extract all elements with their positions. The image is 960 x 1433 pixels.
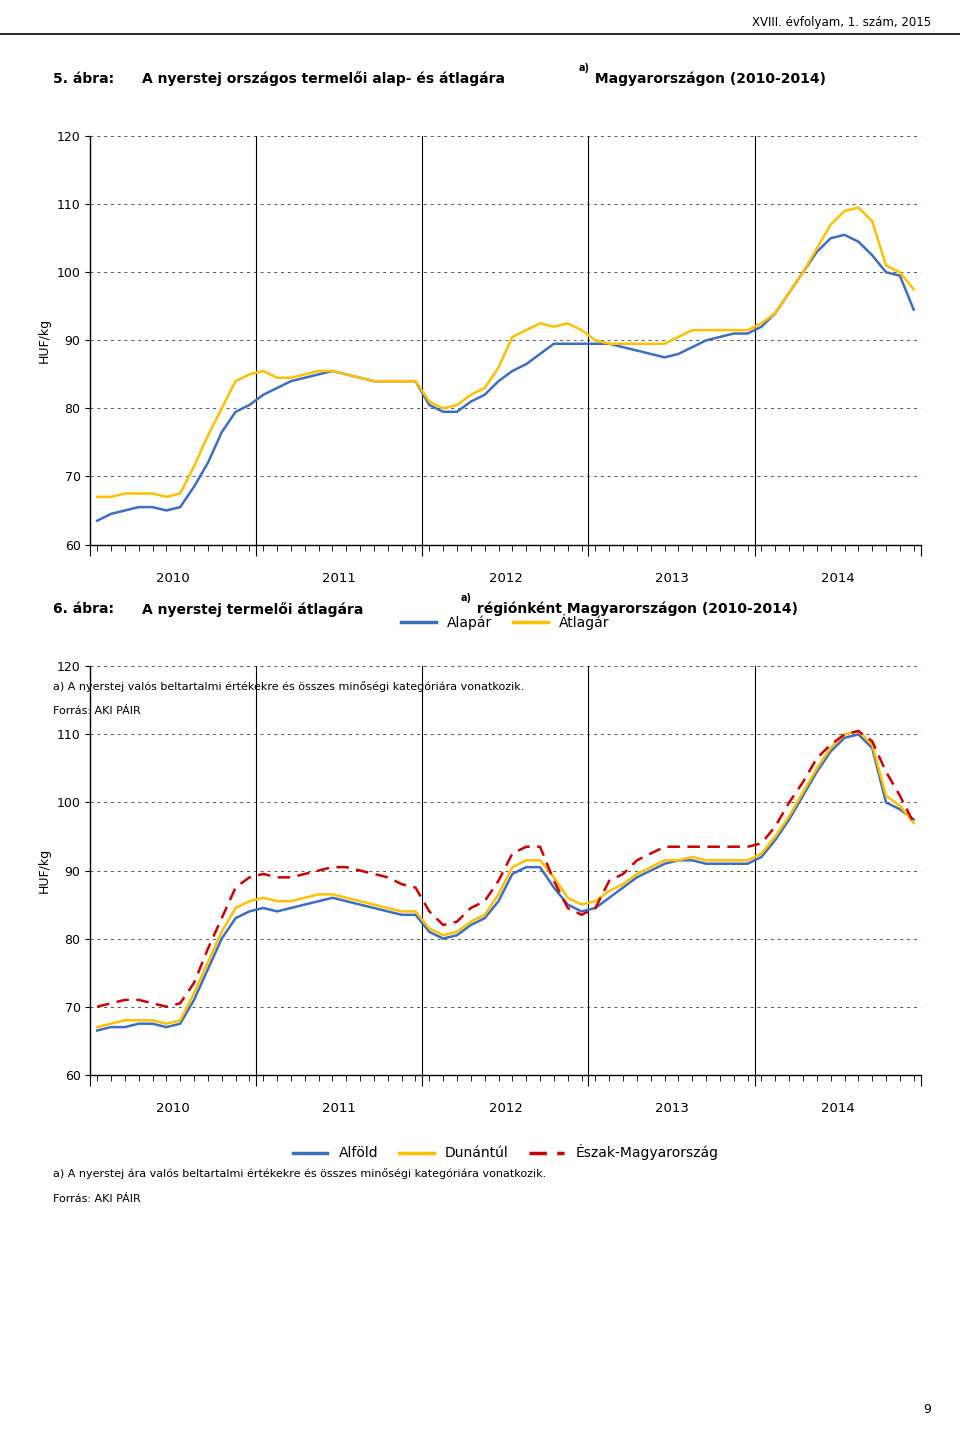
Text: 6. ábra:: 6. ábra: bbox=[53, 602, 114, 616]
Text: 5. ábra:: 5. ábra: bbox=[53, 72, 114, 86]
Y-axis label: HUF/kg: HUF/kg bbox=[38, 318, 51, 363]
Text: 9: 9 bbox=[924, 1403, 931, 1416]
Text: a): a) bbox=[461, 593, 471, 603]
Text: a) A nyerstej valós beltartalmi értékekre és összes minőségi kategóriára vonatko: a) A nyerstej valós beltartalmi értékekr… bbox=[53, 681, 524, 692]
Text: Forrás: AKI PÁIR: Forrás: AKI PÁIR bbox=[53, 706, 140, 716]
Text: Forrás: AKI PÁIR: Forrás: AKI PÁIR bbox=[53, 1194, 140, 1204]
Text: 2014: 2014 bbox=[821, 1102, 854, 1115]
Text: 2012: 2012 bbox=[489, 572, 522, 585]
Legend: Alapár, Átlagár: Alapár, Átlagár bbox=[396, 609, 615, 636]
Text: 2012: 2012 bbox=[489, 1102, 522, 1115]
Text: 2013: 2013 bbox=[655, 572, 688, 585]
Text: 2014: 2014 bbox=[821, 572, 854, 585]
Text: A nyerstej országos termelői alap- és átlagára: A nyerstej országos termelői alap- és át… bbox=[142, 72, 505, 86]
Text: 2010: 2010 bbox=[156, 572, 190, 585]
Y-axis label: HUF/kg: HUF/kg bbox=[38, 848, 51, 893]
Text: XVIII. évfolyam, 1. szám, 2015: XVIII. évfolyam, 1. szám, 2015 bbox=[752, 16, 931, 30]
Text: Magyarországon (2010-2014): Magyarországon (2010-2014) bbox=[590, 72, 827, 86]
Legend: Alföld, Dunántúl, Észak-Magyarország: Alföld, Dunántúl, Észak-Magyarország bbox=[287, 1139, 724, 1166]
Text: 2011: 2011 bbox=[323, 1102, 356, 1115]
Text: 2013: 2013 bbox=[655, 1102, 688, 1115]
Text: 2010: 2010 bbox=[156, 1102, 190, 1115]
Text: a): a) bbox=[579, 63, 589, 73]
Text: A nyerstej termelői átlagára: A nyerstej termelői átlagára bbox=[142, 602, 364, 616]
Text: régiónként Magyarországon (2010-2014): régiónként Magyarországon (2010-2014) bbox=[472, 602, 799, 616]
Text: a) A nyerstej ára valós beltartalmi értékekre és összes minőségi kategóriára von: a) A nyerstej ára valós beltartalmi érté… bbox=[53, 1168, 546, 1179]
Text: 2011: 2011 bbox=[323, 572, 356, 585]
